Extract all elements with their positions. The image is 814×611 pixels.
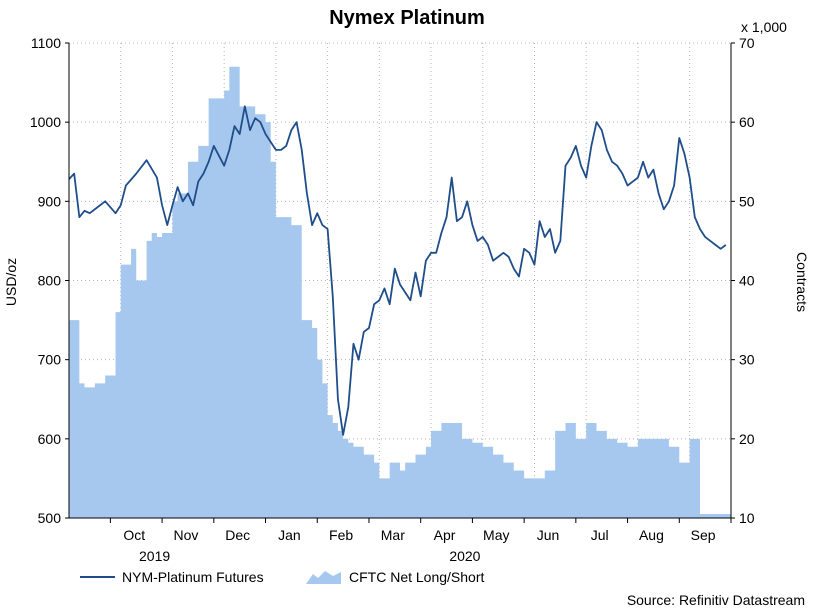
x-axis-ticks: Oct Nov Dec Jan Feb Mar Apr May Jun Jul Aug Sep 2019…: [109, 518, 732, 564]
x-month-label-1: Nov: [174, 527, 199, 543]
x-month-label-9: Jul: [591, 527, 609, 543]
right-axis-label: Contracts: [794, 252, 810, 312]
x-year-label-1: 2020: [449, 548, 480, 564]
x-month-label-11: Sep: [691, 527, 716, 543]
right-axis-ticks: 10 20 30 40 50 60 70: [731, 35, 755, 526]
right-tick-label-6: 70: [739, 35, 755, 51]
right-tick-label-1: 20: [739, 431, 755, 447]
left-tick-label-5: 1000: [30, 114, 61, 130]
left-tick-label-3: 800: [38, 273, 62, 289]
right-tick-label-4: 50: [739, 193, 755, 209]
left-axis-label: USD/oz: [3, 258, 19, 306]
source-note: Source: Refinitiv Datastream: [627, 592, 805, 608]
legend-label-platinum: NYM-Platinum Futures: [122, 569, 264, 585]
x-month-label-3: Jan: [278, 527, 301, 543]
x-month-label-8: Jun: [537, 527, 560, 543]
x-month-label-2: Dec: [225, 527, 250, 543]
cftc-area: [69, 66, 731, 518]
x-month-label-6: Apr: [434, 527, 456, 543]
cftc-area-layer: [68, 66, 732, 518]
right-tick-label-0: 10: [739, 510, 755, 526]
x-month-label-5: Mar: [381, 527, 405, 543]
left-axis-ticks: 500 600 700 800 900 1000 1100: [30, 35, 69, 526]
left-tick-label-1: 600: [38, 431, 62, 447]
right-tick-label-3: 40: [739, 273, 755, 289]
x-year-label-0: 2019: [139, 548, 170, 564]
left-tick-label-6: 1100: [31, 35, 61, 51]
left-tick-label-2: 700: [38, 352, 62, 368]
legend: NYM-Platinum Futures CFTC Net Long/Short: [80, 569, 484, 585]
left-tick-label-4: 900: [38, 193, 62, 209]
x-month-label-10: Aug: [639, 527, 664, 543]
legend-area-swatch: [306, 571, 341, 584]
platinum-line: [68, 105, 727, 436]
chart-title: Nymex Platinum: [329, 7, 485, 29]
right-axis-multiplier: x 1,000: [741, 19, 787, 35]
legend-label-cftc: CFTC Net Long/Short: [349, 569, 484, 585]
left-tick-label-0: 500: [38, 510, 62, 526]
x-month-label-4: Feb: [329, 527, 353, 543]
platinum-line-layer: [68, 105, 727, 436]
right-tick-label-2: 30: [739, 352, 755, 368]
x-month-label-0: Oct: [123, 527, 145, 543]
x-month-label-7: May: [483, 527, 509, 543]
right-tick-label-5: 60: [739, 114, 755, 130]
